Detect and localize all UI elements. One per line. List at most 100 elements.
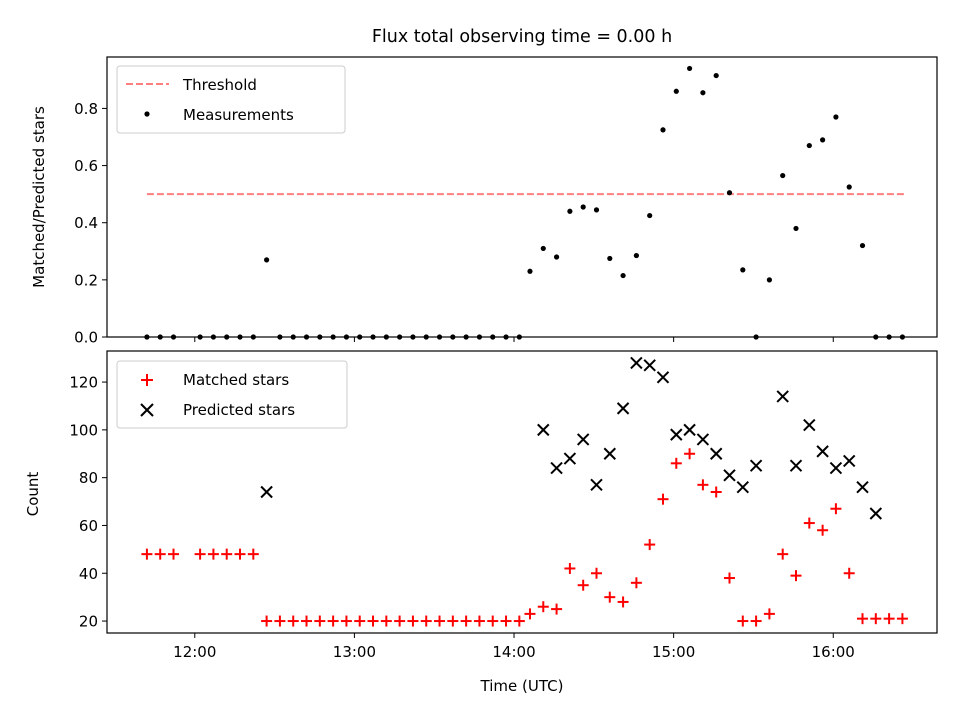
predicted-star-stroke-b	[709, 447, 723, 460]
matched-star-point	[670, 457, 682, 469]
bottom-y-tick-label: 20	[79, 613, 98, 631]
chart-title: Flux total observing time = 0.00 h	[372, 27, 672, 47]
top-y-tick-label: 0.2	[74, 271, 98, 289]
predicted-star-stroke-b	[816, 445, 829, 458]
measurement-point	[740, 267, 746, 273]
predicted-star-point	[843, 454, 856, 468]
matched-star-point	[314, 615, 326, 627]
measurement-point	[713, 72, 719, 79]
top-axes-frame	[106, 56, 938, 338]
measurement-point	[793, 225, 799, 232]
legend-predicted-label: Predicted stars	[183, 401, 295, 419]
legend-measurements-label: Measurements	[183, 106, 294, 124]
matched-star-point	[710, 486, 722, 498]
matched-star-point	[460, 615, 472, 627]
predicted-star-point	[829, 461, 843, 475]
measurement-point	[726, 190, 733, 196]
matched-star-point	[194, 548, 206, 560]
measurement-point	[766, 277, 773, 283]
matched-star-point	[590, 567, 602, 579]
predicted-star-stroke-b	[803, 418, 816, 432]
predicted-star-point	[537, 423, 550, 437]
matched-star-point	[577, 579, 589, 591]
matched-star-point	[830, 503, 842, 515]
top-y-tick-label: 0.0	[74, 329, 98, 347]
matched-star-point	[697, 479, 709, 491]
predicted-star-stroke-b	[683, 423, 696, 437]
predicted-star-stroke-b	[856, 481, 869, 494]
matched-star-point	[141, 548, 153, 560]
predicted-star-stroke-b	[656, 371, 670, 384]
predicted-star-point	[856, 481, 869, 494]
predicted-star-stroke-b	[630, 356, 643, 370]
matched-star-point	[883, 613, 895, 625]
top-y-tick-label: 0.8	[74, 100, 98, 118]
bottom-legend: Matched stars Predicted stars	[116, 360, 348, 429]
matched-star-point	[354, 615, 366, 627]
top-y-axis-label: Matched/Predicted stars	[30, 106, 48, 288]
predicted-star-stroke-b	[550, 461, 563, 475]
matched-star-point	[247, 548, 259, 560]
matched-star-point	[630, 577, 642, 589]
predicted-star-stroke-b	[603, 447, 616, 460]
legend-measurement-swatch	[144, 111, 150, 117]
matched-star-point	[261, 615, 273, 627]
matched-star-point	[287, 615, 299, 627]
measurement-point	[780, 172, 786, 179]
matched-star-point	[724, 572, 735, 584]
bottom-axes-frame	[106, 350, 938, 634]
predicted-star-point	[803, 418, 816, 432]
legend-matched-label: Matched stars	[183, 371, 289, 389]
predicted-star-point	[816, 445, 829, 458]
predicted-star-stroke-b	[869, 507, 883, 520]
predicted-star-stroke-b	[696, 433, 710, 446]
predicted-star-stroke-b	[670, 428, 683, 441]
measurement-point	[673, 88, 679, 94]
matched-star-point	[367, 615, 379, 627]
predicted-star-stroke-b	[789, 459, 803, 472]
matched-star-point	[657, 493, 669, 505]
matched-star-point	[154, 548, 166, 560]
matched-star-point	[737, 615, 749, 627]
top-y-tick-label: 0.4	[74, 214, 98, 232]
matched-star-point	[843, 567, 855, 579]
measurement-point	[620, 272, 626, 279]
matched-star-point	[803, 517, 815, 529]
measurement-point	[660, 127, 666, 133]
predicted-star-point	[670, 428, 683, 441]
predicted-star-stroke-b	[616, 402, 630, 415]
predicted-star-stroke-b	[576, 433, 590, 446]
predicted-star-point	[683, 423, 696, 437]
measurement-point	[580, 204, 586, 210]
matched-star-point	[564, 562, 576, 574]
bottom-y-tick-label: 100	[69, 421, 98, 439]
matched-star-point	[487, 615, 499, 627]
matched-star-point	[537, 601, 549, 613]
matched-star-point	[617, 596, 629, 608]
legend-threshold-label: Threshold	[182, 76, 257, 94]
matched-star-point	[380, 615, 392, 627]
measurement-point	[859, 242, 866, 249]
predicted-star-point	[260, 485, 273, 499]
predicted-star-point	[563, 452, 577, 465]
predicted-star-point	[590, 478, 603, 492]
predicted-star-stroke-b	[736, 481, 750, 494]
matched-star-point	[604, 591, 616, 603]
measurement-point	[553, 254, 560, 260]
bottom-x-tick-label: 15:00	[652, 643, 695, 661]
top-y-tick-label: 0.6	[74, 157, 98, 175]
matched-star-point	[301, 615, 313, 627]
predicted-star-point	[576, 433, 590, 446]
predicted-star-point	[709, 447, 723, 460]
matched-star-point	[207, 548, 219, 560]
measurement-point	[820, 137, 826, 143]
matched-star-point	[750, 615, 762, 627]
measurement-point	[700, 90, 706, 96]
predicted-star-stroke-b	[563, 452, 577, 465]
measurement-point	[633, 252, 639, 259]
measurement-point	[540, 245, 546, 252]
predicted-star-point	[550, 461, 563, 475]
predicted-star-point	[723, 469, 736, 482]
measurement-point	[647, 212, 653, 219]
